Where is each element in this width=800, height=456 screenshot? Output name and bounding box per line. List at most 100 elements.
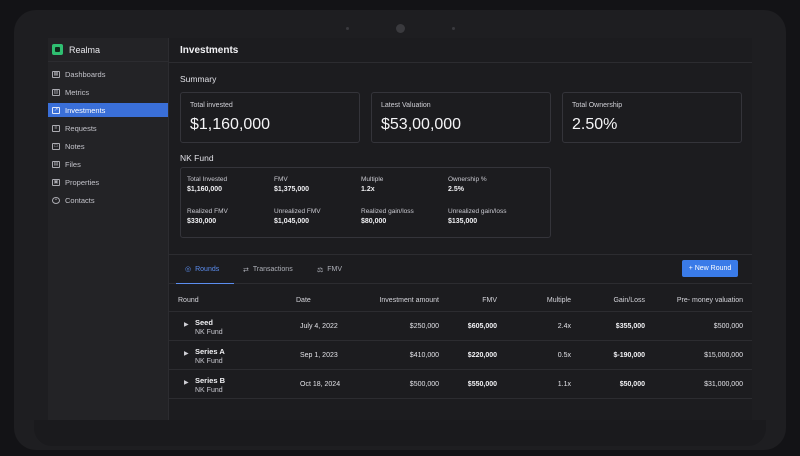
fund-metrics: Total Invested $1,160,000 FMV $1,375,000… [180,167,551,238]
sidebar-item-properties[interactable]: ▣ Properties [48,175,168,189]
table-row[interactable]: ▶ Seed NK Fund July 4, 2022 $250,000 $60… [169,313,752,341]
tab-label: Transactions [252,266,293,273]
round-multiple: 2.4x [557,323,571,330]
app-screen: Realma ▦ Dashboards ▥ Metrics ↗ Investme… [48,38,752,420]
sidebar-item-label: Properties [65,177,100,187]
sidebar-item-contacts[interactable]: • Contacts [48,193,168,207]
tabs-bar: ◎ Rounds ⇄ Transactions ⚖ FMV [169,254,752,284]
column-header[interactable]: Date [296,297,311,304]
trend-icon: ↗ [52,106,60,114]
round-investment: $500,000 [409,381,439,388]
fund-metric-value: $1,375,000 [274,186,310,193]
sidebar-item-investments[interactable]: ↗ Investments [48,103,168,117]
column-header[interactable]: Investment amount [379,297,439,304]
round-fmv: $550,000 [467,381,497,388]
sidebar-item-label: Investments [65,105,106,115]
round-fund: NK Fund [195,329,223,336]
brand-name: Realma [69,44,101,55]
fund-metric-label: Realized gain/loss [361,208,414,215]
fund-metric-value: 1.2x [361,186,375,193]
fund-metric-value: $80,000 [361,218,387,225]
tab-fmv[interactable]: ⚖ FMV [317,255,342,284]
sidebar-nav: ▦ Dashboards ▥ Metrics ↗ Investments ≡ R… [48,62,168,207]
round-investment: $250,000 [409,323,439,330]
fund-metric: Unrealized FMV $1,045,000 [274,208,362,225]
logo-icon [52,44,63,55]
fund-metric-label: Realized FMV [187,208,228,215]
brand[interactable]: Realma [48,38,168,62]
column-header[interactable]: Gain/Loss [613,297,645,304]
fund-metric-label: Unrealized FMV [274,208,321,215]
column-header[interactable]: Multiple [546,297,571,304]
chart-icon: ▥ [52,88,60,96]
column-header[interactable]: Pre- money valuation [676,297,743,304]
user-icon: • [52,196,60,204]
sidebar-item-label: Dashboards [65,69,106,79]
round-pre-money: $31,000,000 [704,381,743,388]
fund-metric-value: $135,000 [448,218,478,225]
sidebar-item-metrics[interactable]: ▥ Metrics [48,85,168,99]
fund-metric-value: 2.5% [448,186,464,193]
fund-metric: Realized gain/loss $80,000 [361,208,449,225]
page-header: Investments [169,38,752,63]
fund-metric: Multiple 1.2x [361,176,449,193]
card-value: 2.50% [572,116,618,133]
round-gain-loss: $355,000 [615,323,645,330]
summary-card-total-ownership: Total Ownership 2.50% [562,92,742,143]
fund-metric-label: Multiple [361,176,384,183]
card-value: $53,00,000 [381,116,462,133]
tab-label: FMV [327,266,343,273]
fund-metric-label: Unrealized gain/loss [448,208,507,215]
sidebar-item-requests[interactable]: ≡ Requests [48,121,168,135]
fund-metric-value: $1,160,000 [187,186,223,193]
camera [396,24,405,33]
summary-title: Summary [180,74,217,84]
round-date: Sep 1, 2023 [300,352,338,359]
fund-metric: Unrealized gain/loss $135,000 [448,208,536,225]
round-name: Series A [195,347,225,356]
expand-caret-icon[interactable]: ▶ [184,351,189,357]
sidebar-item-notes[interactable]: ▭ Notes [48,139,168,153]
table-row[interactable]: ▶ Series A NK Fund Sep 1, 2023 $410,000 … [169,342,752,370]
fund-metric-label: Total Invested [187,176,228,183]
sidebar-item-label: Requests [65,123,97,133]
fund-metric: Total Invested $1,160,000 [187,176,275,193]
column-header[interactable]: Round [178,297,199,304]
round-fund: NK Fund [195,387,223,394]
tab-label: Rounds [195,265,220,273]
round-pre-money: $15,000,000 [704,352,743,359]
round-name: Series B [195,376,226,385]
swap-icon: ⇄ [243,266,249,274]
sidebar-item-files[interactable]: ▤ Files [48,157,168,171]
scale-icon: ⚖ [317,266,324,274]
table-row[interactable]: ▶ Series B NK Fund Oct 18, 2024 $500,000… [169,371,752,399]
tab-rounds[interactable]: ◎ Rounds [176,255,234,284]
round-fmv: $605,000 [467,323,497,330]
sidebar-item-label: Metrics [65,87,90,97]
sidebar-item-dashboards[interactable]: ▦ Dashboards [48,67,168,81]
round-pre-money: $500,000 [713,323,743,330]
card-label: Total Ownership [572,102,623,109]
round-date: Oct 18, 2024 [300,381,341,388]
round-investment: $410,000 [409,352,439,359]
column-header[interactable]: FMV [482,297,497,304]
tab-transactions[interactable]: ⇄ Transactions [243,255,293,284]
round-name: Seed [195,318,213,327]
main-content: Investments Summary Total invested $1,16… [169,38,752,420]
fund-metric-value: $1,045,000 [274,218,310,225]
device-chin [34,420,766,446]
fund-metric-label: FMV [274,176,288,183]
expand-caret-icon[interactable]: ▶ [184,322,189,328]
fund-metric: Realized FMV $330,000 [187,208,275,225]
card-label: Total invested [190,102,233,109]
round-gain-loss: $50,000 [619,381,645,388]
sensor-dot [452,27,455,30]
inbox-icon: ≡ [52,124,60,132]
building-icon: ▣ [52,178,60,186]
expand-caret-icon[interactable]: ▶ [184,380,189,386]
fund-metric: Ownership % 2.5% [448,176,536,193]
summary-card-total-invested: Total invested $1,160,000 [180,92,360,143]
round-date: July 4, 2022 [300,323,338,330]
round-fund: NK Fund [195,358,223,365]
new-round-button[interactable]: + New Round [682,260,738,277]
